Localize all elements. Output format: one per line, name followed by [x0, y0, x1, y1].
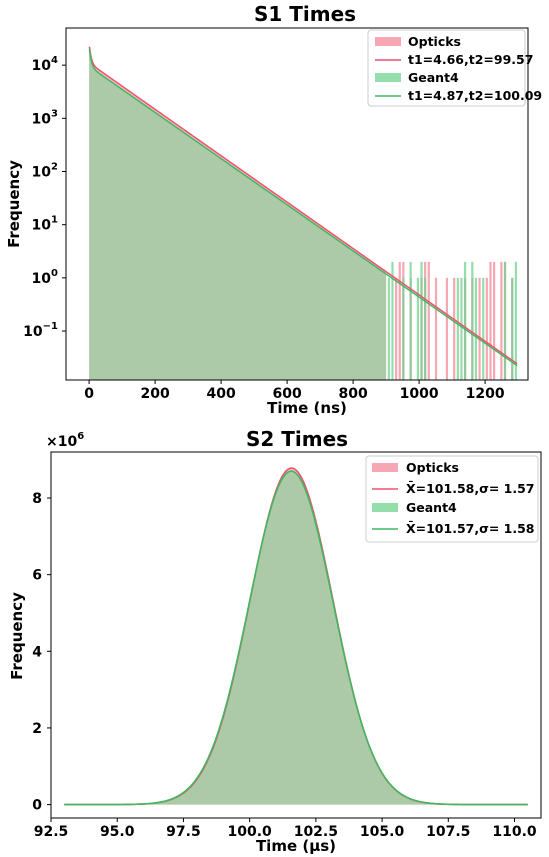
s2-fit-line-geant4 — [64, 470, 528, 806]
s1-x-tick-label: 400 — [206, 386, 235, 402]
s2-chart: S2 Times ×106 92.5 95.0 97.5 100.0 102.5 105.… — [8, 427, 542, 855]
s1-y-tick-label: 103 — [32, 108, 58, 127]
s2-y-tick-label: 2 — [32, 721, 42, 737]
s2-x-tick-label: 110.0 — [492, 824, 537, 840]
s1-tail-bar-geant4 — [503, 261, 507, 380]
s2-x-tick-label: 105.0 — [360, 824, 405, 840]
s1-axes-frame — [65, 27, 529, 381]
s2-chart-title: S2 Times — [246, 427, 348, 451]
s1-tail-bar-opticks — [427, 261, 430, 380]
s1-fit-line-opticks — [88, 46, 518, 365]
s1-y-axis-label: Frequency — [5, 160, 23, 248]
s2-x-tick-label: 107.5 — [426, 824, 470, 840]
s1-x-tick-label: 1200 — [466, 386, 505, 402]
s1-x-axis-label: Time (ns) — [267, 399, 347, 417]
s1-tail-bar-geant4 — [514, 261, 517, 380]
s1-tail-bar-opticks — [493, 261, 496, 380]
s2-histogram-geant4 — [64, 471, 528, 805]
s1-tail-bar-geant4 — [460, 277, 463, 380]
s1-tail-bar-opticks — [395, 277, 398, 380]
s1-legend: Opticks t1=4.66,t2=99.57 Geant4 t1=4.87,… — [367, 29, 542, 107]
s2-legend-swatch-opticks — [372, 463, 398, 472]
s2-legend-swatch-geant4 — [372, 503, 398, 512]
s2-x-tick-label: 102.5 — [294, 824, 338, 840]
s1-chart-title: S1 Times — [254, 2, 356, 26]
s1-fit-line-geant4 — [88, 49, 518, 367]
s1-legend-swatch-opticks — [375, 37, 401, 46]
s1-x-tick-label: 1000 — [400, 386, 439, 402]
s1-tail-bar-geant4 — [416, 277, 419, 380]
s1-tail-bar-geant4 — [387, 277, 390, 380]
s1-legend-label-geant4-fit: t1=4.87,t2=100.09 — [408, 88, 542, 103]
s2-x-tick-label: 95.0 — [100, 824, 135, 840]
s2-legend-label-geant4: Geant4 — [406, 500, 457, 515]
s1-legend-label-opticks: Opticks — [408, 34, 461, 49]
s1-tail-bar-opticks — [485, 277, 488, 380]
s2-y-tick-label: 6 — [32, 568, 42, 584]
s2-legend-label-geant4-fit: X̄=101.57,σ= 1.58 — [406, 521, 535, 536]
s2-x-ticks: 92.5 95.0 97.5 100.0 102.5 105.0 107.5 110.0 — [34, 818, 537, 840]
s2-y-tick-label: 8 — [32, 491, 42, 507]
s2-legend-box — [365, 455, 539, 543]
s1-x-ticks: 0 200 400 600 800 1000 1200 — [84, 380, 505, 402]
s1-tail-bar-opticks — [398, 261, 401, 380]
s1-legend-swatch-geant4 — [375, 73, 401, 82]
s1-tail-bar-opticks — [478, 277, 481, 380]
s2-y-tick-label: 4 — [32, 644, 42, 660]
s1-x-tick-label: 800 — [338, 386, 367, 402]
s2-y-multiplier: ×106 — [46, 431, 84, 450]
s1-tail-bar-opticks — [489, 261, 492, 380]
s1-y-tick-label: 102 — [32, 162, 58, 181]
s1-tail-bar-geant4 — [424, 277, 427, 380]
s1-x-tick-label: 0 — [84, 386, 94, 402]
s1-tail-bar-geant4 — [391, 261, 394, 380]
s1-x-tick-label: 200 — [140, 386, 169, 402]
s1-legend-label-geant4: Geant4 — [408, 70, 459, 85]
s1-legend-label-opticks-fit: t1=4.66,t2=99.57 — [408, 52, 533, 67]
s1-y-tick-label: 104 — [32, 55, 58, 74]
s1-y-tick-label: 100 — [32, 268, 58, 287]
s1-tail-bar-geant4 — [463, 261, 467, 380]
s2-x-axis-label: Time (μs) — [256, 837, 336, 855]
s1-tail-bar-geant4 — [482, 277, 485, 380]
s1-tail-bar-opticks — [453, 277, 456, 380]
s2-legend: Opticks X̄=101.58,σ= 1.57 Geant4 X̄=101.… — [365, 455, 539, 543]
s2-y-ticks: 0 2 4 6 8 — [32, 491, 51, 814]
s1-tail-bar-geant4 — [471, 261, 474, 380]
s1-plot-area — [88, 44, 518, 380]
s2-legend-label-opticks-fit: X̄=101.58,σ= 1.57 — [406, 481, 535, 496]
s1-y-ticks: 10−1 100 101 102 103 104 — [23, 55, 66, 340]
s1-tail-bar-geant4 — [409, 261, 412, 380]
s1-legend-box — [367, 29, 526, 107]
s2-y-tick-label: 0 — [32, 798, 42, 814]
s1-tail-bar-geant4 — [474, 277, 478, 380]
s1-tail-bar-geant4 — [402, 277, 405, 380]
s2-x-tick-label: 100.0 — [228, 824, 273, 840]
s1-tail-bar-opticks — [500, 261, 503, 380]
s2-legend-label-opticks: Opticks — [406, 460, 459, 475]
s2-x-tick-label: 97.5 — [166, 824, 201, 840]
s1-tail-bar-geant4 — [420, 261, 423, 380]
s1-histogram-geant4 — [89, 46, 387, 380]
s1-chart: S1 Times 0 200 400 600 800 1000 1200 10−110010… — [5, 2, 542, 417]
s1-y-tick-label: 101 — [32, 215, 58, 234]
s2-x-tick-label: 92.5 — [34, 824, 69, 840]
s1-tail-bar-opticks — [445, 277, 449, 380]
s1-x-tick-label: 600 — [272, 386, 301, 402]
s2-y-axis-label: Frequency — [8, 592, 26, 680]
s1-y-tick-label: 10−1 — [23, 321, 58, 340]
s2-axes-frame — [50, 451, 542, 819]
s1-tail-bar-geant4 — [456, 277, 459, 380]
s2-plot-area — [64, 467, 528, 806]
s1-tail-bar-geant4 — [511, 277, 514, 380]
s1-tail-bar-opticks — [434, 277, 438, 380]
